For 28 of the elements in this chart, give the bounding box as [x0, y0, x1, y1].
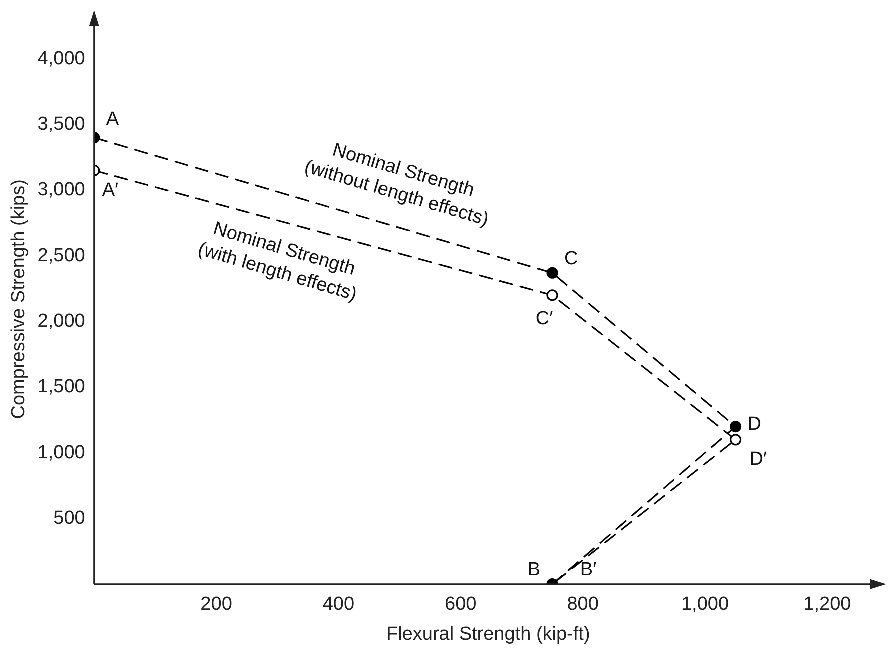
- x-tick-label: 600: [445, 594, 477, 616]
- x-tick-label: 800: [567, 594, 599, 616]
- annotation: C′: [536, 308, 554, 330]
- annotation: B′: [580, 560, 598, 581]
- annotation: C: [564, 248, 578, 270]
- y-tick-label: 3,000: [38, 180, 86, 201]
- y-axis-title: Compressive Strength (kips): [8, 180, 30, 420]
- point: [546, 267, 558, 279]
- x-tick-label: 200: [200, 594, 232, 616]
- y-tick-label: 1,500: [38, 376, 86, 398]
- annotation: B: [528, 560, 541, 581]
- point: [730, 434, 742, 446]
- y-tick-label: 3,500: [38, 114, 86, 135]
- y-tick-label: 500: [54, 508, 86, 529]
- x-tick-label: 1,200: [804, 594, 852, 616]
- annotation: D: [748, 414, 762, 436]
- y-tick-label: 4,000: [38, 48, 86, 70]
- y-tick-label: 2,500: [38, 245, 86, 266]
- annotation: A: [106, 109, 120, 130]
- annotation: D′: [750, 449, 768, 470]
- annotation: A′: [102, 180, 120, 201]
- point: [730, 420, 742, 433]
- x-tick-label: 1,000: [681, 594, 730, 616]
- x-tick-label: 400: [322, 594, 355, 616]
- y-tick-label: 1,000: [38, 442, 86, 464]
- y-tick-label: 2,000: [38, 310, 86, 332]
- x-axis-title: Flexural Strength (kip-ft): [386, 624, 590, 645]
- point: [546, 290, 558, 302]
